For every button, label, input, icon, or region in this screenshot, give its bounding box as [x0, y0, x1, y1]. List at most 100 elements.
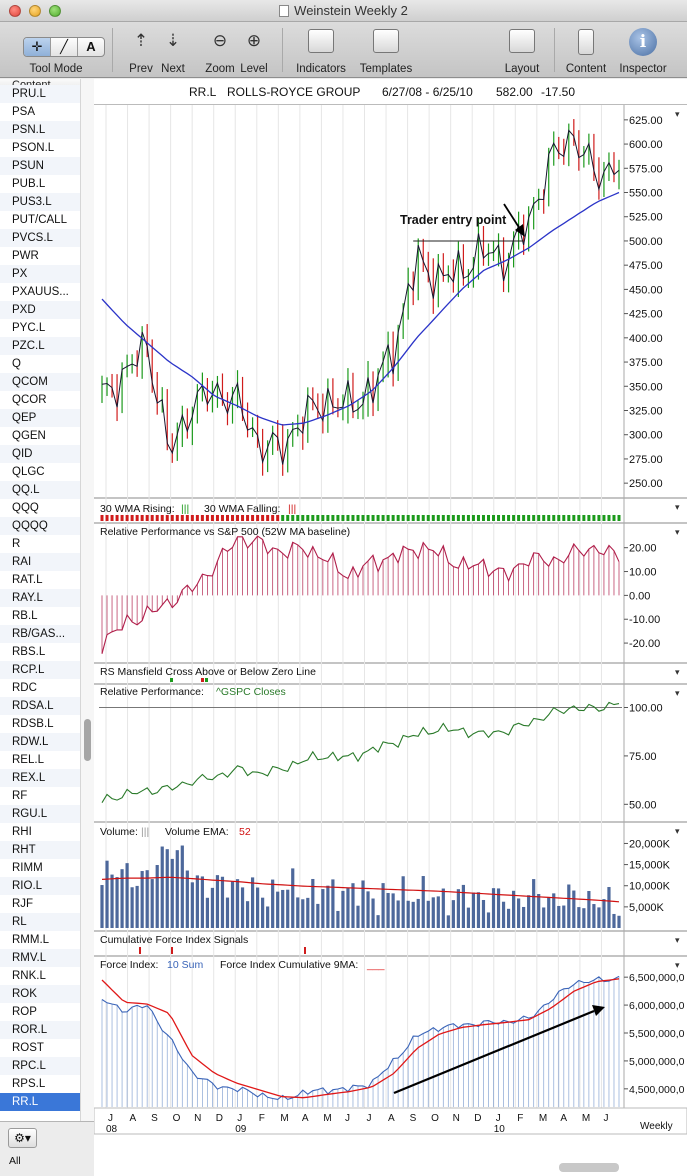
- line-tool-button[interactable]: ╱: [51, 38, 78, 56]
- chart-scrollbar-thumb[interactable]: [559, 1163, 619, 1172]
- volume-bar: [597, 907, 601, 928]
- ticker-list-item[interactable]: RPC.L: [0, 1057, 80, 1075]
- ticker-list-item[interactable]: RIO.L: [0, 877, 80, 895]
- pane-menu-arrow[interactable]: ▾: [675, 109, 680, 119]
- ticker-list-item[interactable]: RAI: [0, 553, 80, 571]
- ticker-list-item[interactable]: REX.L: [0, 769, 80, 787]
- ticker-list-item[interactable]: PWR: [12, 250, 39, 262]
- ticker-list-item[interactable]: RDSB.L: [12, 718, 54, 730]
- ticker-list-item[interactable]: PSA: [12, 106, 36, 118]
- ticker-list-item[interactable]: ROST: [12, 1042, 44, 1054]
- chart-canvas[interactable]: ▾▾▾▾▾▾▾▾J A S O N D J F M A M J J A S O N D J F M A M J08 09 10 We…: [94, 105, 687, 1176]
- ticker-list-item[interactable]: RPS.L: [12, 1078, 46, 1090]
- zoom-window-button[interactable]: [49, 5, 61, 17]
- stage-marker: [236, 515, 240, 521]
- ticker-list-item[interactable]: QLGC: [12, 466, 45, 478]
- ticker-list-item[interactable]: PSON.L: [12, 142, 55, 154]
- ticker-list-item[interactable]: RAT.L: [12, 574, 43, 586]
- ticker-list-item[interactable]: QQQ: [12, 502, 39, 514]
- ticker-list-item[interactable]: REL.L: [12, 754, 44, 766]
- minimize-window-button[interactable]: [29, 5, 41, 17]
- filter-all-label[interactable]: All: [9, 1155, 21, 1167]
- ticker-list-item[interactable]: ROR.L: [0, 1021, 80, 1039]
- text-tool-button[interactable]: A: [86, 39, 96, 54]
- content-button[interactable]: Content: [562, 22, 610, 78]
- month-tick-label: J: [603, 1113, 608, 1124]
- volume-bar: [406, 900, 410, 928]
- pointer-tool-button[interactable]: ✛: [24, 38, 51, 56]
- ticker-list-item[interactable]: ROP: [12, 1006, 37, 1018]
- ticker-list-item[interactable]: PUB.L: [12, 178, 46, 190]
- ticker-list-item[interactable]: RAY.L: [0, 589, 80, 607]
- pane-menu-arrow[interactable]: ▾: [675, 688, 680, 698]
- price-tick-label: 500.00: [629, 236, 663, 248]
- ticker-list-item[interactable]: ROK: [0, 985, 80, 1003]
- ticker-list-item[interactable]: PRU.L: [0, 85, 80, 103]
- ticker-list-item[interactable]: RL: [0, 913, 80, 931]
- ticker-list-item[interactable]: RGU.L: [0, 805, 80, 823]
- ticker-list-item[interactable]: QQQQ: [0, 517, 80, 535]
- volume-bar: [311, 878, 315, 928]
- ticker-list-item[interactable]: RB.L: [12, 610, 38, 622]
- ticker-list-item[interactable]: PXD: [0, 301, 80, 319]
- ticker-list-item[interactable]: RBS.L: [12, 646, 46, 658]
- ticker-list-item[interactable]: PSUN: [0, 157, 80, 175]
- ticker-list-item[interactable]: PXAUUS...: [12, 286, 69, 298]
- chart-area[interactable]: RR.L ROLLS-ROYCE GROUP 6/27/08 - 6/25/10…: [94, 79, 687, 1176]
- gspc-series-label: ^GSPC Closes: [216, 686, 286, 698]
- volume-bar: [180, 845, 184, 928]
- volume-tick-label: 15,000K: [629, 860, 671, 872]
- pane-menu-arrow[interactable]: ▾: [675, 527, 680, 537]
- inspector-button[interactable]: i Inspector: [614, 22, 672, 78]
- pane-menu-arrow[interactable]: ▾: [675, 667, 680, 677]
- ticker-list-item[interactable]: RDC: [12, 682, 37, 694]
- ticker-list-item[interactable]: PUT/CALL: [12, 214, 67, 226]
- prev-button[interactable]: ⇡ Prev: [129, 31, 153, 75]
- ticker-list-item[interactable]: QID: [0, 445, 80, 463]
- pane-menu-arrow[interactable]: ▾: [675, 960, 680, 970]
- ticker-list-item[interactable]: PX: [0, 265, 80, 283]
- ticker-list-item[interactable]: RMV.L: [0, 949, 80, 967]
- stage-marker: [507, 515, 511, 521]
- indicators-button[interactable]: Indicators: [290, 22, 352, 78]
- ticker-list-item[interactable]: QCOM: [0, 373, 80, 391]
- ticker-list-scrollbar[interactable]: [80, 79, 94, 1124]
- price-tick-label: 400.00: [629, 333, 663, 345]
- ticker-list-item[interactable]: RHI: [12, 826, 32, 838]
- ticker-list-item[interactable]: QCOR: [12, 394, 47, 406]
- close-window-button[interactable]: [9, 5, 21, 17]
- wma-rising-marker: |||: [181, 503, 189, 515]
- ticker-list-item[interactable]: RJF: [12, 898, 34, 910]
- ticker-list-item[interactable]: RR.L: [0, 1093, 80, 1111]
- pane-menu-arrow[interactable]: ▾: [675, 935, 680, 945]
- ticker-list-item[interactable]: PSN.L: [0, 121, 80, 139]
- ticker-list-item[interactable]: RCP.L: [0, 661, 80, 679]
- next-button[interactable]: ⇣ Next: [161, 31, 185, 75]
- ticker-list-item[interactable]: PVCS.L: [0, 229, 80, 247]
- pane-menu-arrow[interactable]: ▾: [675, 826, 680, 836]
- ticker-list-item[interactable]: QQ.L: [0, 481, 80, 499]
- ticker-list-item[interactable]: QEP: [0, 409, 80, 427]
- ticker-list-item[interactable]: RB/GAS...: [0, 625, 80, 643]
- ticker-list-item[interactable]: PYC.L: [12, 322, 46, 334]
- ticker-list-item[interactable]: R: [12, 538, 21, 550]
- ticker-list-item[interactable]: RDSA.L: [0, 697, 80, 715]
- ticker-list-item[interactable]: RMM.L: [12, 934, 50, 946]
- gear-menu-button[interactable]: ⚙▾: [8, 1128, 37, 1148]
- ticker-list-item[interactable]: RIMM: [12, 862, 43, 874]
- ticker-list-item[interactable]: QGEN: [12, 430, 46, 442]
- layout-button[interactable]: Layout: [498, 22, 546, 78]
- pane-menu-arrow[interactable]: ▾: [675, 502, 680, 512]
- templates-button[interactable]: Templates: [356, 22, 416, 78]
- ticker-list-item[interactable]: Q: [12, 358, 21, 370]
- scrollbar-thumb[interactable]: [84, 719, 91, 761]
- ticker-list-item[interactable]: RHT: [0, 841, 80, 859]
- level-button[interactable]: ⊕ Level: [240, 31, 268, 75]
- ticker-list-item[interactable]: RNK.L: [12, 970, 46, 982]
- ticker-list-item[interactable]: PZC.L: [0, 337, 80, 355]
- ticker-list-item[interactable]: RF: [12, 790, 28, 802]
- zoom-button[interactable]: ⊖ Zoom: [205, 31, 235, 75]
- ticker-list-item[interactable]: RDW.L: [0, 733, 80, 751]
- ticker-list-item[interactable]: PUS3.L: [0, 193, 80, 211]
- price-close-line: [101, 129, 620, 465]
